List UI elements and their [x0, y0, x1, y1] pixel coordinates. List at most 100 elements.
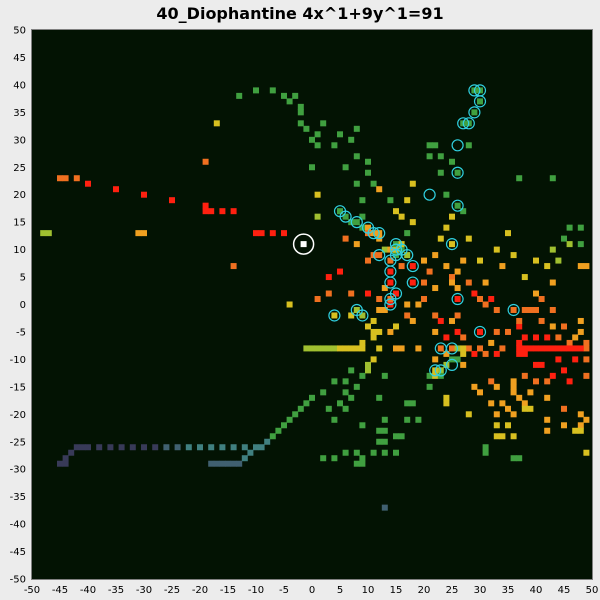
data-point: [370, 449, 377, 456]
solution-ring: [429, 364, 442, 377]
data-point: [370, 334, 377, 341]
data-point: [477, 328, 483, 335]
data-point: [208, 208, 215, 215]
data-point: [286, 98, 293, 105]
data-point: [465, 279, 472, 286]
data-point: [421, 279, 427, 286]
data-point: [57, 460, 63, 467]
data-point: [353, 219, 360, 226]
data-point: [219, 460, 226, 467]
solution-ring: [328, 309, 341, 322]
data-point: [365, 224, 371, 231]
data-point: [264, 438, 271, 445]
data-point: [549, 372, 556, 379]
data-point: [415, 345, 422, 352]
data-point: [409, 279, 416, 286]
data-point: [325, 290, 332, 297]
data-point: [57, 175, 63, 182]
data-point: [107, 444, 114, 451]
data-point: [292, 92, 299, 99]
data-point: [281, 230, 287, 237]
data-point: [516, 175, 523, 182]
data-point: [454, 202, 461, 209]
data-point: [454, 169, 461, 176]
data-point: [359, 345, 366, 352]
data-point: [141, 230, 147, 237]
solution-ring: [468, 84, 481, 97]
x-tick-label: 20: [418, 585, 431, 596]
data-point: [393, 290, 399, 297]
data-point: [510, 455, 517, 462]
data-point: [393, 323, 399, 330]
data-point: [342, 378, 349, 385]
data-point: [521, 350, 528, 357]
y-tick-label: -10: [10, 355, 26, 366]
data-point: [325, 274, 332, 281]
data-point: [577, 263, 584, 270]
x-tick-label: -50: [24, 585, 40, 596]
data-point: [376, 345, 383, 352]
solution-ring: [434, 364, 447, 377]
data-point: [549, 246, 556, 253]
data-point: [426, 383, 433, 390]
data-point: [460, 208, 467, 215]
data-point: [443, 191, 450, 198]
data-point: [113, 186, 119, 193]
chart-title: 40_Diophantine 4x^1+9y^1=91: [156, 4, 443, 23]
data-point: [303, 345, 310, 352]
data-point: [348, 394, 355, 401]
data-point: [549, 345, 556, 352]
solution-ring: [350, 216, 363, 229]
data-point: [454, 356, 461, 363]
data-point: [493, 383, 500, 390]
data-point: [577, 317, 584, 324]
data-point: [269, 433, 276, 440]
data-point: [561, 422, 567, 429]
data-point: [577, 422, 584, 429]
data-point: [185, 444, 192, 451]
data-point: [225, 460, 231, 467]
data-point: [510, 306, 517, 313]
solution-ring: [468, 106, 481, 119]
x-tick-label: 0: [309, 585, 315, 596]
data-point: [73, 444, 80, 451]
data-point: [353, 125, 360, 132]
data-point: [381, 438, 388, 445]
data-point: [499, 263, 506, 270]
data-point: [426, 153, 433, 160]
solution-ring: [373, 227, 386, 240]
data-point: [398, 213, 405, 220]
data-point: [527, 405, 534, 412]
data-point: [337, 268, 343, 275]
data-point: [337, 400, 343, 407]
data-point: [359, 213, 366, 220]
data-point: [241, 455, 248, 462]
data-point: [561, 345, 567, 352]
data-point: [398, 345, 405, 352]
data-point: [331, 345, 338, 352]
data-point: [493, 411, 500, 418]
solution-ring: [473, 95, 487, 108]
solution-ring: [507, 303, 520, 317]
y-tick-label: 10: [13, 245, 26, 256]
data-point: [241, 444, 248, 451]
data-point: [460, 361, 467, 368]
data-point: [493, 422, 500, 429]
data-point: [471, 350, 478, 357]
data-point: [449, 279, 455, 286]
data-point: [45, 230, 52, 237]
data-point: [370, 328, 377, 335]
data-point: [353, 180, 360, 187]
current-marker: [292, 233, 315, 255]
x-tick-label: 45: [558, 585, 571, 596]
y-axis-ticks: 50454035302520151050-5-10-15-20-25-30-35…: [10, 26, 26, 586]
data-point: [432, 252, 439, 259]
data-point: [286, 416, 293, 423]
data-point: [393, 449, 399, 456]
data-point: [381, 246, 388, 253]
marker-point: [300, 241, 307, 248]
data-point: [174, 444, 181, 451]
data-point: [365, 323, 371, 330]
data-point: [533, 290, 539, 297]
